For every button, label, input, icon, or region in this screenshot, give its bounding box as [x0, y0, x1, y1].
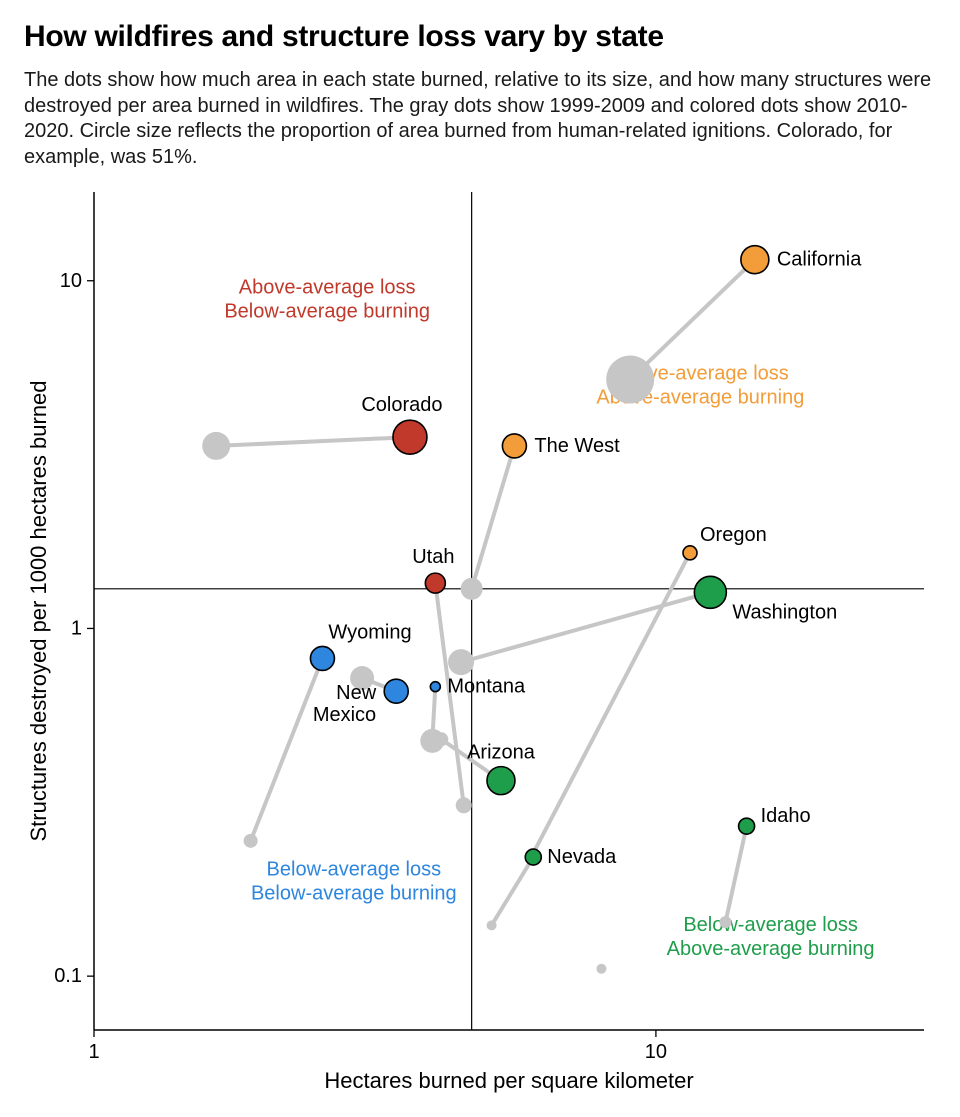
connector-line: [531, 553, 690, 857]
state-dot: [694, 577, 726, 609]
quadrant-label: Above-average loss: [239, 277, 416, 299]
connector-line: [725, 827, 746, 923]
scatter-chart: 1 10 0.1 1 10 Hectares burned per square kilo…: [24, 180, 936, 1100]
svg-text:10: 10: [60, 270, 82, 292]
state-dot: [741, 246, 769, 274]
state-dot: [487, 767, 515, 795]
state-dot: [393, 421, 427, 455]
historical-dot: [244, 834, 258, 848]
quadrant-label: Below-average loss: [683, 914, 858, 936]
historical-dot: [456, 798, 472, 814]
state-label: The West: [534, 435, 620, 457]
historical-dot: [487, 921, 497, 931]
state-dot: [739, 819, 755, 835]
state-label: Nevada: [547, 846, 617, 868]
chart-subtitle: The dots show how much area in each stat…: [24, 68, 936, 170]
connector-line: [492, 857, 534, 925]
historical-dot: [434, 733, 448, 747]
state-label: Colorado: [361, 395, 442, 417]
quadrant-label: Below-average loss: [267, 859, 442, 881]
quadrant-label: Above-average burning: [667, 938, 875, 960]
state-dot: [502, 434, 526, 458]
historical-dot: [202, 432, 230, 460]
chart-title: How wildfires and structure loss vary by…: [24, 20, 936, 54]
svg-text:Structures destroyed per 1000: Structures destroyed per 1000 hectares b…: [26, 381, 51, 842]
historical-dot: [448, 650, 474, 676]
state-dot: [384, 680, 408, 704]
state-label: Montana: [447, 676, 526, 698]
connector-line: [461, 593, 710, 663]
state-dot: [425, 574, 445, 594]
state-dot: [430, 682, 440, 692]
historical-dot: [596, 964, 606, 974]
quadrant-label: Below-average burning: [251, 883, 457, 905]
connector-line: [251, 659, 323, 841]
connector-line: [216, 438, 410, 447]
state-label: Washington: [732, 602, 837, 624]
state-label: California: [777, 249, 862, 271]
historical-dot: [606, 356, 654, 404]
state-label: Mexico: [313, 705, 376, 727]
state-label: Oregon: [700, 524, 767, 546]
historical-dot: [461, 578, 483, 600]
state-label: Idaho: [761, 806, 811, 828]
svg-text:0.1: 0.1: [54, 966, 82, 988]
svg-text:Hectares burned per square kil: Hectares burned per square kilometer: [324, 1068, 693, 1093]
svg-text:10: 10: [645, 1041, 667, 1063]
historical-dot: [719, 917, 731, 929]
state-dot: [310, 647, 334, 671]
state-label: Utah: [412, 547, 454, 569]
state-label: Arizona: [467, 742, 536, 764]
state-dot: [525, 849, 541, 865]
state-label: Wyoming: [328, 622, 411, 644]
svg-text:1: 1: [88, 1041, 99, 1063]
quadrant-label: Below-average burning: [224, 301, 430, 323]
connector-line: [472, 446, 515, 589]
state-label: New: [336, 683, 377, 705]
svg-text:1: 1: [71, 618, 82, 640]
state-dot: [683, 546, 697, 560]
